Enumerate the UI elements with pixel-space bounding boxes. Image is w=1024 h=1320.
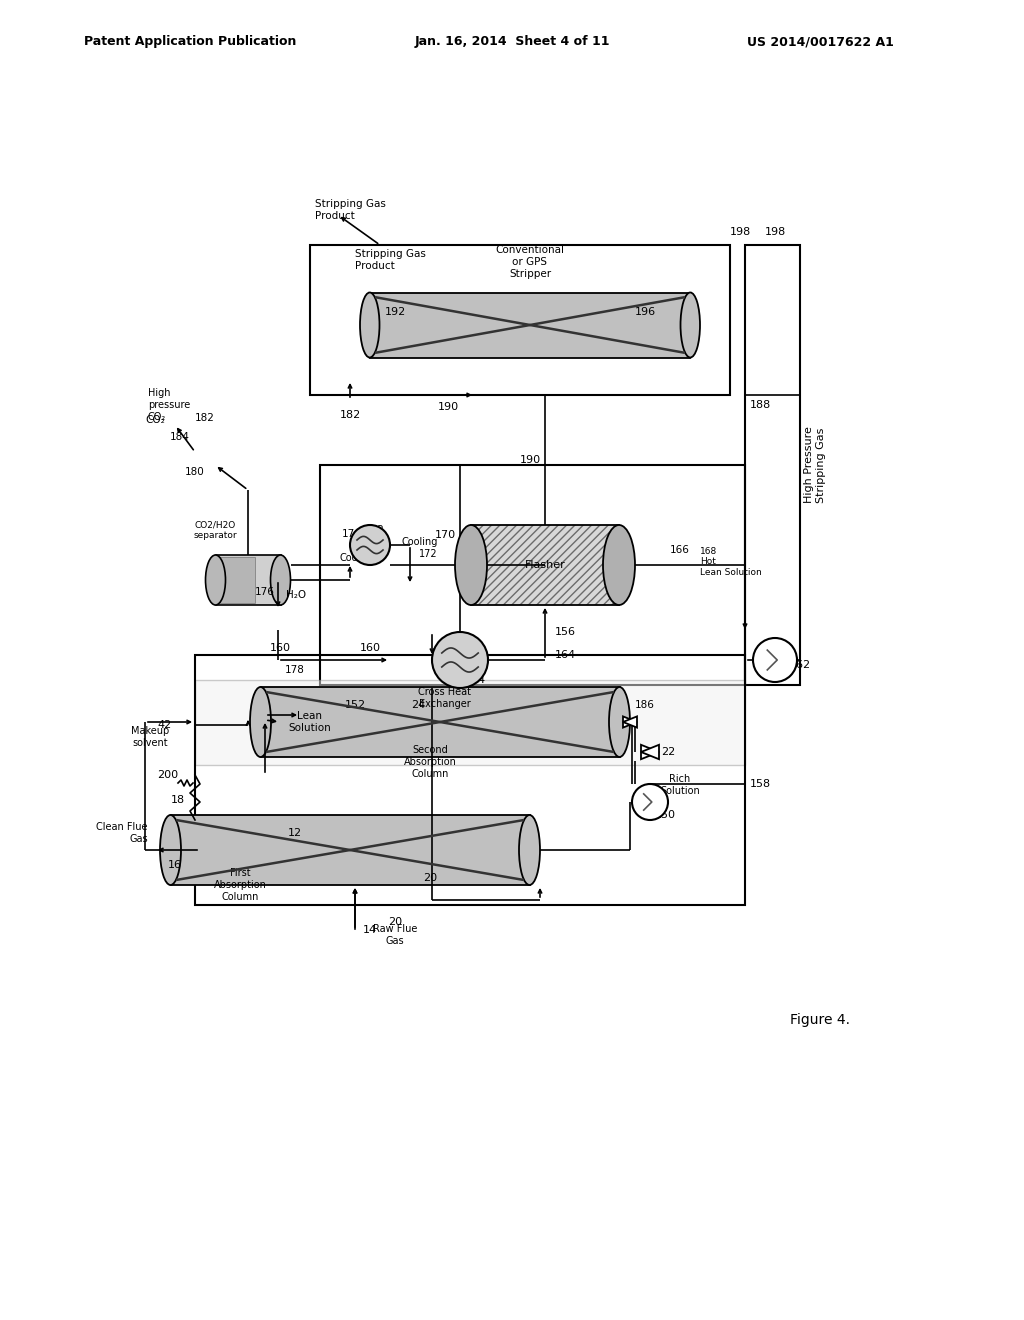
Text: Lean
Solution: Lean Solution	[289, 711, 332, 733]
Circle shape	[350, 525, 390, 565]
Text: 198: 198	[729, 227, 751, 238]
Ellipse shape	[455, 525, 487, 605]
Ellipse shape	[609, 686, 630, 756]
Text: Cooling
172: Cooling 172	[401, 537, 438, 558]
Text: 188: 188	[750, 400, 771, 411]
Bar	[745, 246, 800, 685]
Bar	[260, 686, 620, 756]
Text: 186: 186	[635, 700, 655, 710]
Ellipse shape	[270, 554, 291, 605]
Text: 164: 164	[554, 649, 575, 660]
Circle shape	[432, 632, 488, 688]
Text: 158: 158	[750, 779, 771, 789]
Text: 22: 22	[660, 747, 675, 756]
Text: 16: 16	[168, 861, 182, 870]
Text: 154: 154	[465, 675, 485, 685]
Text: 14: 14	[362, 925, 377, 935]
Text: 20: 20	[388, 917, 402, 927]
Text: Figure 4.: Figure 4.	[790, 1012, 850, 1027]
Polygon shape	[623, 717, 637, 727]
Text: 192: 192	[384, 308, 406, 317]
Text: Cooling: Cooling	[340, 553, 376, 564]
Text: Rich
Solution: Rich Solution	[660, 775, 699, 796]
Text: 184: 184	[170, 432, 189, 442]
Text: 168
Hot
Lean Solution: 168 Hot Lean Solution	[700, 546, 762, 577]
Text: Second
Absorption
Column: Second Absorption Column	[403, 746, 457, 779]
Text: Stripping Gas
Product: Stripping Gas Product	[315, 199, 386, 220]
Text: 162: 162	[790, 660, 811, 671]
Text: 196: 196	[635, 308, 655, 317]
Text: 190: 190	[437, 403, 459, 412]
Polygon shape	[623, 717, 637, 727]
Text: High
pressure
CO₂: High pressure CO₂	[148, 388, 190, 421]
Text: 188: 188	[464, 660, 485, 671]
Bar	[219, 557, 255, 603]
Text: CO2/H2O
separator: CO2/H2O separator	[194, 520, 237, 540]
Text: Conventional
or GPS
Stripper: Conventional or GPS Stripper	[496, 246, 564, 279]
Ellipse shape	[250, 686, 271, 756]
Text: 160: 160	[359, 643, 381, 653]
Text: 12: 12	[288, 828, 302, 838]
Text: Jan. 16, 2014  Sheet 4 of 11: Jan. 16, 2014 Sheet 4 of 11	[415, 36, 609, 49]
Text: 200: 200	[158, 770, 178, 780]
Polygon shape	[641, 744, 659, 759]
Text: Flasher: Flasher	[524, 560, 565, 570]
Text: 178: 178	[285, 665, 305, 675]
Text: H₂O: H₂O	[286, 590, 306, 601]
Bar	[471, 525, 618, 605]
Text: Cross Heat
Exchanger: Cross Heat Exchanger	[419, 688, 471, 709]
Text: Patent Application Publication: Patent Application Publication	[84, 36, 296, 49]
Bar	[370, 293, 690, 358]
Text: 42: 42	[158, 719, 172, 730]
Text: Makeup
solvent: Makeup solvent	[131, 726, 169, 748]
Circle shape	[753, 638, 797, 682]
Text: 156: 156	[555, 627, 575, 638]
Text: 190: 190	[519, 455, 541, 465]
Text: 174: 174	[342, 529, 361, 539]
Text: 182: 182	[339, 411, 360, 420]
Text: CO₂: CO₂	[145, 414, 165, 425]
Text: 160: 160	[269, 643, 291, 653]
Bar	[319, 465, 745, 685]
Ellipse shape	[603, 525, 635, 605]
Text: 170: 170	[434, 531, 456, 540]
Text: High Pressure
Stripping Gas: High Pressure Stripping Gas	[804, 426, 825, 503]
Text: Clean Flue
Gas: Clean Flue Gas	[96, 822, 148, 843]
Text: 150: 150	[654, 810, 676, 820]
Text: First
Absorption
Column: First Absorption Column	[214, 869, 266, 902]
Ellipse shape	[519, 814, 540, 884]
Text: 166: 166	[670, 545, 690, 554]
Text: 180: 180	[185, 467, 205, 477]
Bar	[171, 814, 529, 884]
Ellipse shape	[681, 293, 700, 358]
Ellipse shape	[160, 814, 181, 884]
Text: 152: 152	[344, 700, 366, 710]
Bar	[195, 680, 745, 766]
Text: 182: 182	[195, 413, 215, 422]
Bar	[471, 525, 618, 605]
Ellipse shape	[360, 293, 380, 358]
Text: Raw Flue
Gas: Raw Flue Gas	[373, 924, 417, 946]
Text: 172: 172	[366, 525, 385, 535]
Polygon shape	[641, 744, 659, 759]
Bar	[215, 554, 281, 605]
Text: 176: 176	[255, 587, 274, 597]
Ellipse shape	[206, 554, 225, 605]
Circle shape	[632, 784, 668, 820]
Text: 18: 18	[171, 795, 185, 805]
Bar	[310, 246, 730, 395]
Bar	[195, 655, 745, 906]
Text: 198: 198	[764, 227, 785, 238]
Text: 20: 20	[423, 873, 437, 883]
Text: US 2014/0017622 A1: US 2014/0017622 A1	[746, 36, 893, 49]
Text: 24: 24	[411, 700, 425, 710]
Text: Stripping Gas
Product: Stripping Gas Product	[355, 249, 426, 271]
